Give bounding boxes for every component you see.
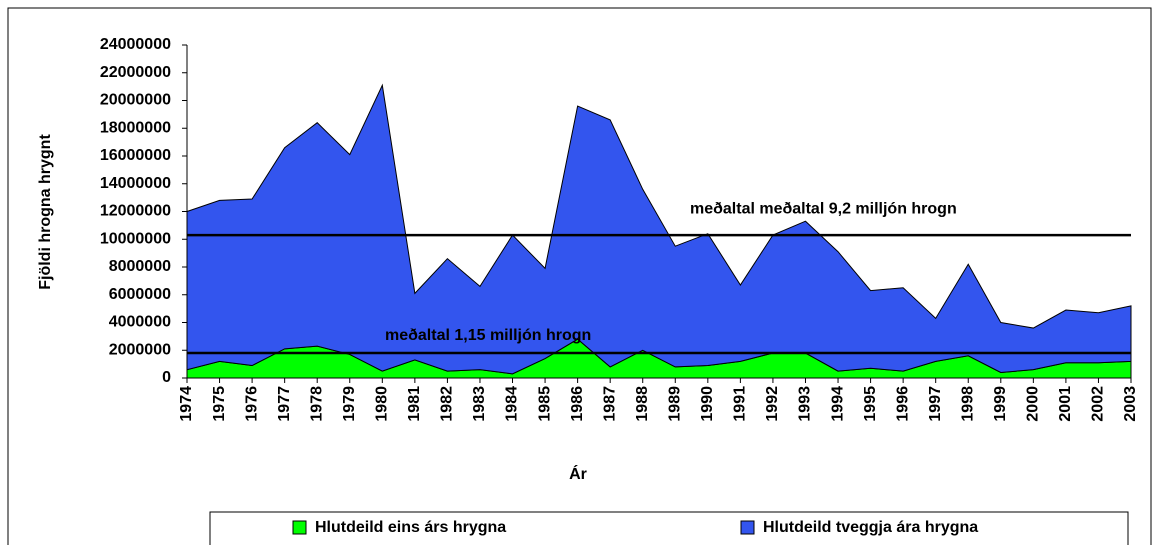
x-tick-label: 2001 [1057,386,1074,422]
y-tick-label: 10000000 [100,230,171,247]
y-tick-label: 8000000 [109,258,171,275]
y-tick-label: 18000000 [100,119,171,136]
y-tick-label: 0 [162,369,171,386]
x-tick-label: 1974 [178,386,195,422]
x-tick-label: 1982 [439,386,456,422]
y-tick-label: 22000000 [100,64,171,81]
x-tick-label: 1985 [536,386,553,422]
x-tick-label: 2000 [1025,386,1042,422]
x-tick-label: 1980 [374,386,391,422]
x-tick-label: 1999 [992,386,1009,422]
x-tick-label: 1986 [569,386,586,422]
legend-swatch [292,520,307,535]
x-tick-label: 1978 [308,386,325,422]
x-tick-label: 1979 [341,386,358,422]
y-tick-label: 6000000 [109,286,171,303]
x-tick-label: 1993 [797,386,814,422]
x-tick-label: 2002 [1090,386,1107,422]
x-tick-label: 1994 [829,386,846,422]
y-tick-label: 12000000 [100,203,171,220]
x-tick-label: 1996 [894,386,911,422]
x-tick-label: 1981 [406,386,423,422]
x-tick-label: 2003 [1122,386,1139,422]
x-tick-label: 1990 [699,386,716,422]
legend-label: Hlutdeild tveggja ára hrygna [763,519,978,536]
x-tick-label: 1989 [666,386,683,422]
y-tick-label: 4000000 [109,314,171,331]
y-tick-label: 2000000 [109,341,171,358]
reference-label: meðaltal meðaltal 9,2 milljón hrogn [690,200,957,217]
legend-label: Hlutdeild eins árs hrygna [315,519,506,536]
reference-label: meðaltal 1,15 milljón hrogn [385,327,591,344]
x-tick-label: 1997 [927,386,944,422]
x-tick-label: 1992 [764,386,781,422]
y-tick-label: 14000000 [100,175,171,192]
y-tick-label: 16000000 [100,147,171,164]
x-tick-label: 1975 [211,386,228,422]
x-tick-label: 1976 [243,386,260,422]
y-tick-label: 24000000 [100,36,171,53]
x-tick-label: 1984 [504,386,521,422]
x-tick-label: 1977 [276,386,293,422]
y-tick-label: 20000000 [100,92,171,109]
x-tick-label: 1995 [862,386,879,422]
x-tick-label: 1983 [471,386,488,422]
x-axis-label: Ár [569,464,587,483]
legend [209,511,1129,545]
x-tick-label: 1988 [634,386,651,422]
x-tick-label: 1987 [601,386,618,422]
legend-swatch [740,520,755,535]
y-axis-label: Fjöldi hrogna hrygnt [37,134,54,290]
x-tick-label: 1998 [959,386,976,422]
x-tick-label: 1991 [732,386,749,422]
